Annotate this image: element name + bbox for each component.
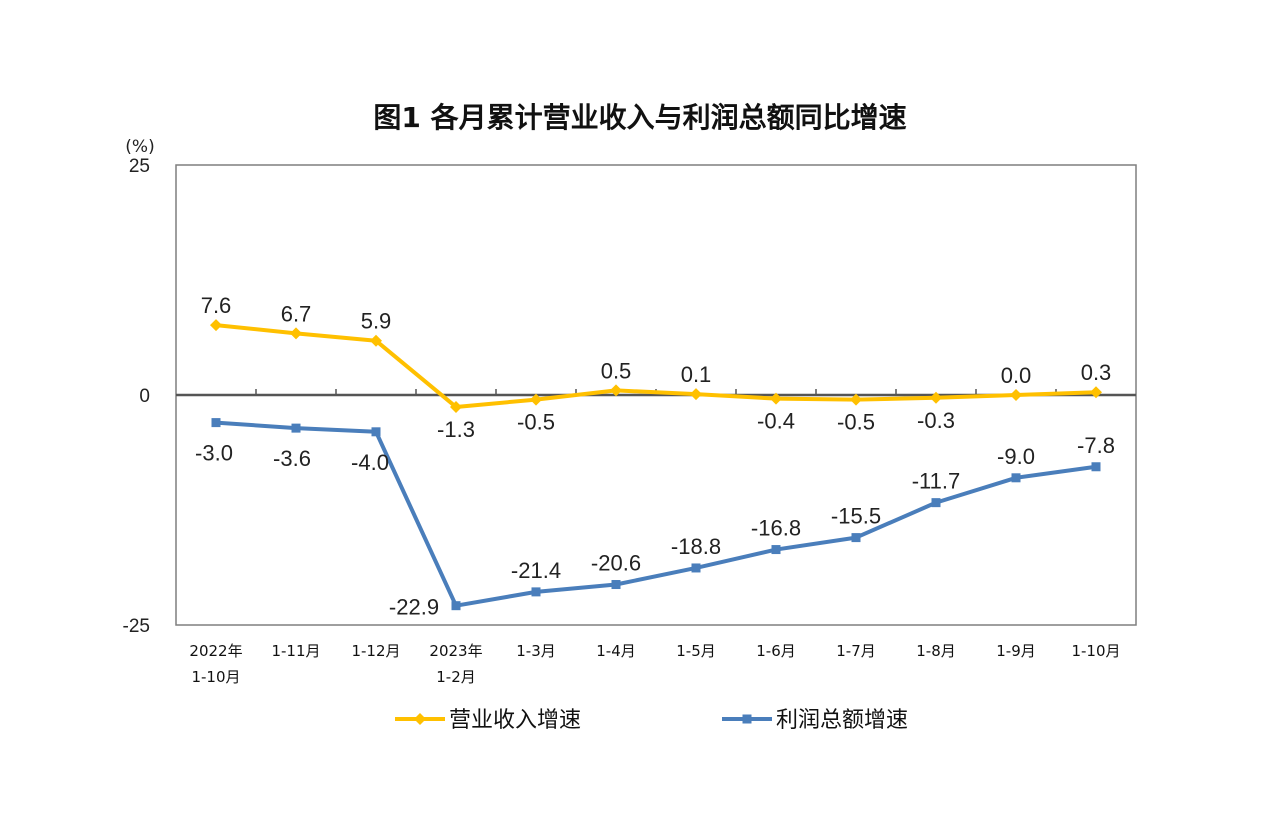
legend: 营业收入增速 利润总额增速 [395,708,908,733]
x-tick-label: 1-2月 [436,668,476,686]
data-point [450,400,462,413]
x-tick-label: 2022年 [189,642,242,660]
data-label: -16.8 [751,516,801,541]
data-label: 0.5 [601,358,632,383]
x-tick-label: 1-12月 [351,642,400,660]
data-point [611,580,621,590]
series-layer: 7.6 6.7 5.9 -1.3 -0.5 0.5 0.1 -0.4 -0.5 -0.3 0.0 0.… [195,293,1115,620]
data-label: -0.5 [517,410,555,435]
series-1: 7.6 6.7 5.9 -1.3 -0.5 0.5 0.1 -0.4 -0.5 -0.3 0.0 0.… [201,293,1112,442]
chart-title: 图1 各月累计营业收入与利润总额同比增速 [373,101,906,134]
data-point [530,393,542,406]
legend-item: 营业收入增速 [395,708,581,733]
data-point [371,427,381,437]
data-point [770,392,782,405]
data-point [211,418,221,428]
data-label: -20.6 [591,551,641,576]
data-label: -11.7 [912,469,961,494]
y-axis-ticks: 25 0 -25 [123,156,150,637]
data-point [290,327,302,340]
data-label: -3.6 [273,446,311,471]
y-axis-unit: (%) [125,137,154,157]
y-tick-label: 0 [139,386,150,407]
data-point [1090,386,1102,399]
x-tick-label: 1-9月 [996,642,1036,660]
legend-label: 利润总额增速 [776,708,908,733]
data-point [851,533,861,543]
data-point [931,498,941,508]
data-point [771,545,781,555]
data-point [690,388,702,401]
data-point [850,393,862,406]
legend-marker [414,713,426,725]
x-tick-label: 1-8月 [916,642,956,660]
data-label: -18.8 [671,534,721,559]
legend-label: 营业收入增速 [449,708,581,733]
data-label: -22.9 [389,595,439,620]
data-label: -0.4 [757,409,795,434]
data-label: -9.0 [997,444,1035,469]
series-line [215,323,1097,409]
data-label: -0.5 [837,410,875,435]
x-tick-label: 1-7月 [836,642,876,660]
data-point [930,391,942,404]
x-tick-label: 1-5月 [676,642,716,660]
data-point [1010,389,1022,401]
data-point [370,334,382,347]
data-label: -4.0 [351,450,389,475]
x-tick-label: 1-11月 [271,642,320,660]
data-label: -7.8 [1077,433,1115,458]
x-tick-label: 1-10月 [1071,642,1120,660]
x-tick-label: 2023年 [429,642,482,660]
x-tick-label: 1-10月 [191,668,240,686]
data-label: -15.5 [831,504,881,529]
data-label: 0.1 [681,362,712,387]
data-label: 0.0 [1001,363,1032,388]
data-label: 5.9 [361,309,392,334]
series-2: -3.0 -3.6 -4.0 -22.9 -21.4 -20.6 -18.8 -16.8 -15… [195,418,1115,620]
data-point [691,563,701,573]
x-tick-label: 1-3月 [516,642,556,660]
data-label: 0.3 [1081,360,1112,385]
data-label: 6.7 [281,301,312,326]
legend-marker [742,714,752,724]
data-point [210,319,222,332]
legend-item: 利润总额增速 [722,708,908,733]
data-point [1091,462,1101,472]
data-point [291,423,301,433]
data-point [1011,473,1021,483]
x-tick-label: 1-4月 [596,642,636,660]
series-line [215,420,1097,608]
data-point [531,587,541,597]
data-label: -0.3 [917,408,955,433]
data-point [610,384,622,397]
y-tick-label: -25 [123,616,150,637]
y-tick-label: 25 [129,156,150,177]
data-label: -1.3 [437,417,475,442]
x-tick-label: 1-6月 [756,642,796,660]
x-axis-labels: 2022年 1-10月 1-11月 1-12月 2023年 1-2月 1-3月 1-4月 1-5… [189,642,1120,686]
data-point [451,601,461,611]
data-label: -21.4 [511,558,561,583]
data-label: 7.6 [201,293,232,318]
data-label: -3.0 [195,441,233,466]
